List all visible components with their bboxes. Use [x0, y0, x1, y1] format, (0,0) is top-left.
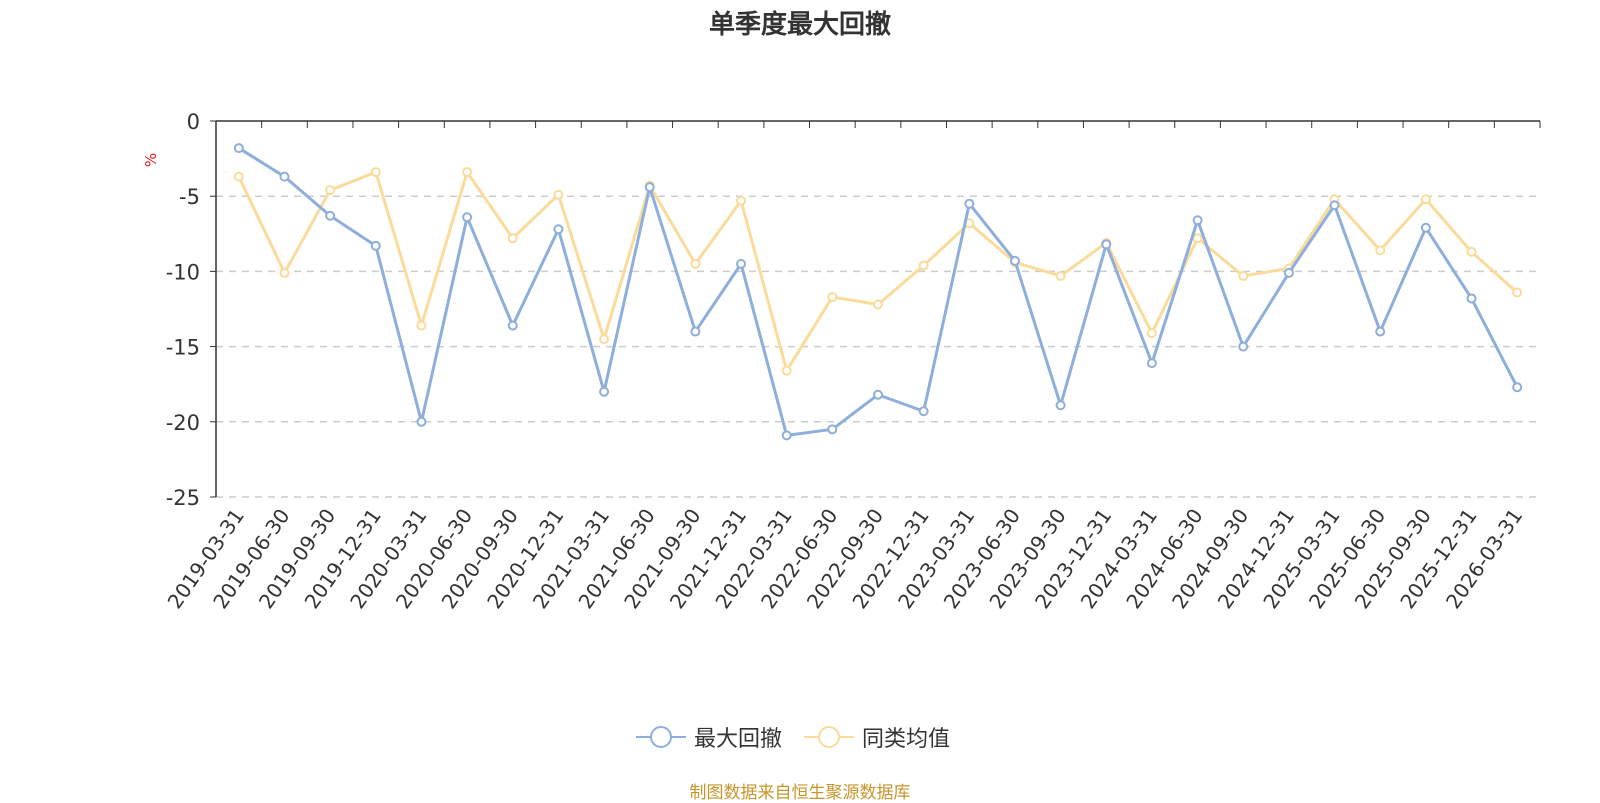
data-point[interactable] — [553, 189, 564, 200]
data-point[interactable] — [736, 195, 747, 206]
data-point[interactable] — [1192, 215, 1203, 226]
data-point[interactable] — [416, 416, 427, 427]
data-point[interactable] — [1329, 200, 1340, 211]
y-tick-label: 0 — [187, 110, 200, 134]
series-max-drawdown — [233, 143, 1523, 441]
data-point[interactable] — [781, 365, 792, 376]
y-tick-label: -10 — [166, 260, 200, 284]
data-point[interactable] — [233, 171, 244, 182]
source-note: 制图数据来自恒生聚源数据库 — [689, 783, 911, 803]
series-peer-average — [233, 167, 1523, 376]
data-point[interactable] — [1512, 382, 1523, 393]
legend-label: 最大回撤 — [694, 727, 783, 752]
data-point[interactable] — [1283, 267, 1294, 278]
data-point[interactable] — [1146, 328, 1157, 339]
data-point[interactable] — [370, 167, 381, 178]
data-point[interactable] — [1192, 233, 1203, 244]
data-point[interactable] — [827, 424, 838, 435]
data-point[interactable] — [1101, 239, 1112, 250]
data-point[interactable] — [553, 224, 564, 235]
data-point[interactable] — [1420, 222, 1431, 233]
legend-label: 同类均值 — [862, 727, 951, 752]
axes: 0-5-10-15-20-252019-03-312019-06-302019-… — [163, 110, 1541, 613]
data-point[interactable] — [462, 167, 473, 178]
data-point[interactable] — [1055, 270, 1066, 281]
data-point[interactable] — [736, 258, 747, 269]
y-tick-label: -25 — [166, 486, 200, 510]
data-point[interactable] — [1375, 326, 1386, 337]
data-point[interactable] — [325, 210, 336, 221]
y-axis-label: % — [142, 153, 160, 167]
series — [233, 143, 1523, 441]
data-point[interactable] — [1420, 194, 1431, 205]
data-point[interactable] — [1238, 341, 1249, 352]
data-point[interactable] — [279, 171, 290, 182]
data-point[interactable] — [1512, 287, 1523, 298]
data-point[interactable] — [462, 212, 473, 223]
legend-item-peer-average[interactable]: 同类均值 — [804, 721, 950, 753]
chart-title: 单季度最大回撤 — [708, 10, 891, 40]
data-point[interactable] — [1466, 246, 1477, 257]
data-point[interactable] — [1238, 270, 1249, 281]
data-point[interactable] — [918, 260, 929, 271]
legend: 最大回撤 同类均值 — [636, 722, 950, 752]
data-point[interactable] — [781, 430, 792, 441]
legend-marker-icon — [636, 726, 686, 748]
data-point[interactable] — [1466, 293, 1477, 304]
data-point[interactable] — [827, 291, 838, 302]
data-point[interactable] — [1146, 358, 1157, 369]
data-point[interactable] — [599, 386, 610, 397]
y-tick-label: -5 — [179, 185, 200, 209]
data-point[interactable] — [964, 198, 975, 209]
data-point[interactable] — [873, 299, 883, 310]
data-point[interactable] — [1009, 255, 1020, 266]
y-tick-label: -20 — [166, 411, 200, 435]
data-point[interactable] — [507, 233, 518, 244]
data-point[interactable] — [416, 320, 427, 331]
data-point[interactable] — [599, 334, 610, 345]
data-point[interactable] — [507, 320, 518, 331]
data-point[interactable] — [873, 389, 883, 400]
data-point[interactable] — [644, 182, 655, 193]
data-point[interactable] — [1375, 245, 1386, 256]
data-point[interactable] — [325, 185, 336, 196]
data-point[interactable] — [690, 258, 701, 269]
data-point[interactable] — [1055, 400, 1066, 411]
data-point[interactable] — [279, 267, 290, 278]
legend-item-drawdown[interactable]: 最大回撤 — [636, 721, 782, 753]
data-point[interactable] — [370, 240, 381, 251]
grid-lines — [216, 195, 1540, 498]
data-point[interactable] — [918, 406, 929, 417]
y-tick-label: -15 — [166, 336, 200, 360]
data-point[interactable] — [690, 326, 701, 337]
data-point[interactable] — [233, 143, 244, 154]
legend-marker-icon — [804, 726, 855, 748]
